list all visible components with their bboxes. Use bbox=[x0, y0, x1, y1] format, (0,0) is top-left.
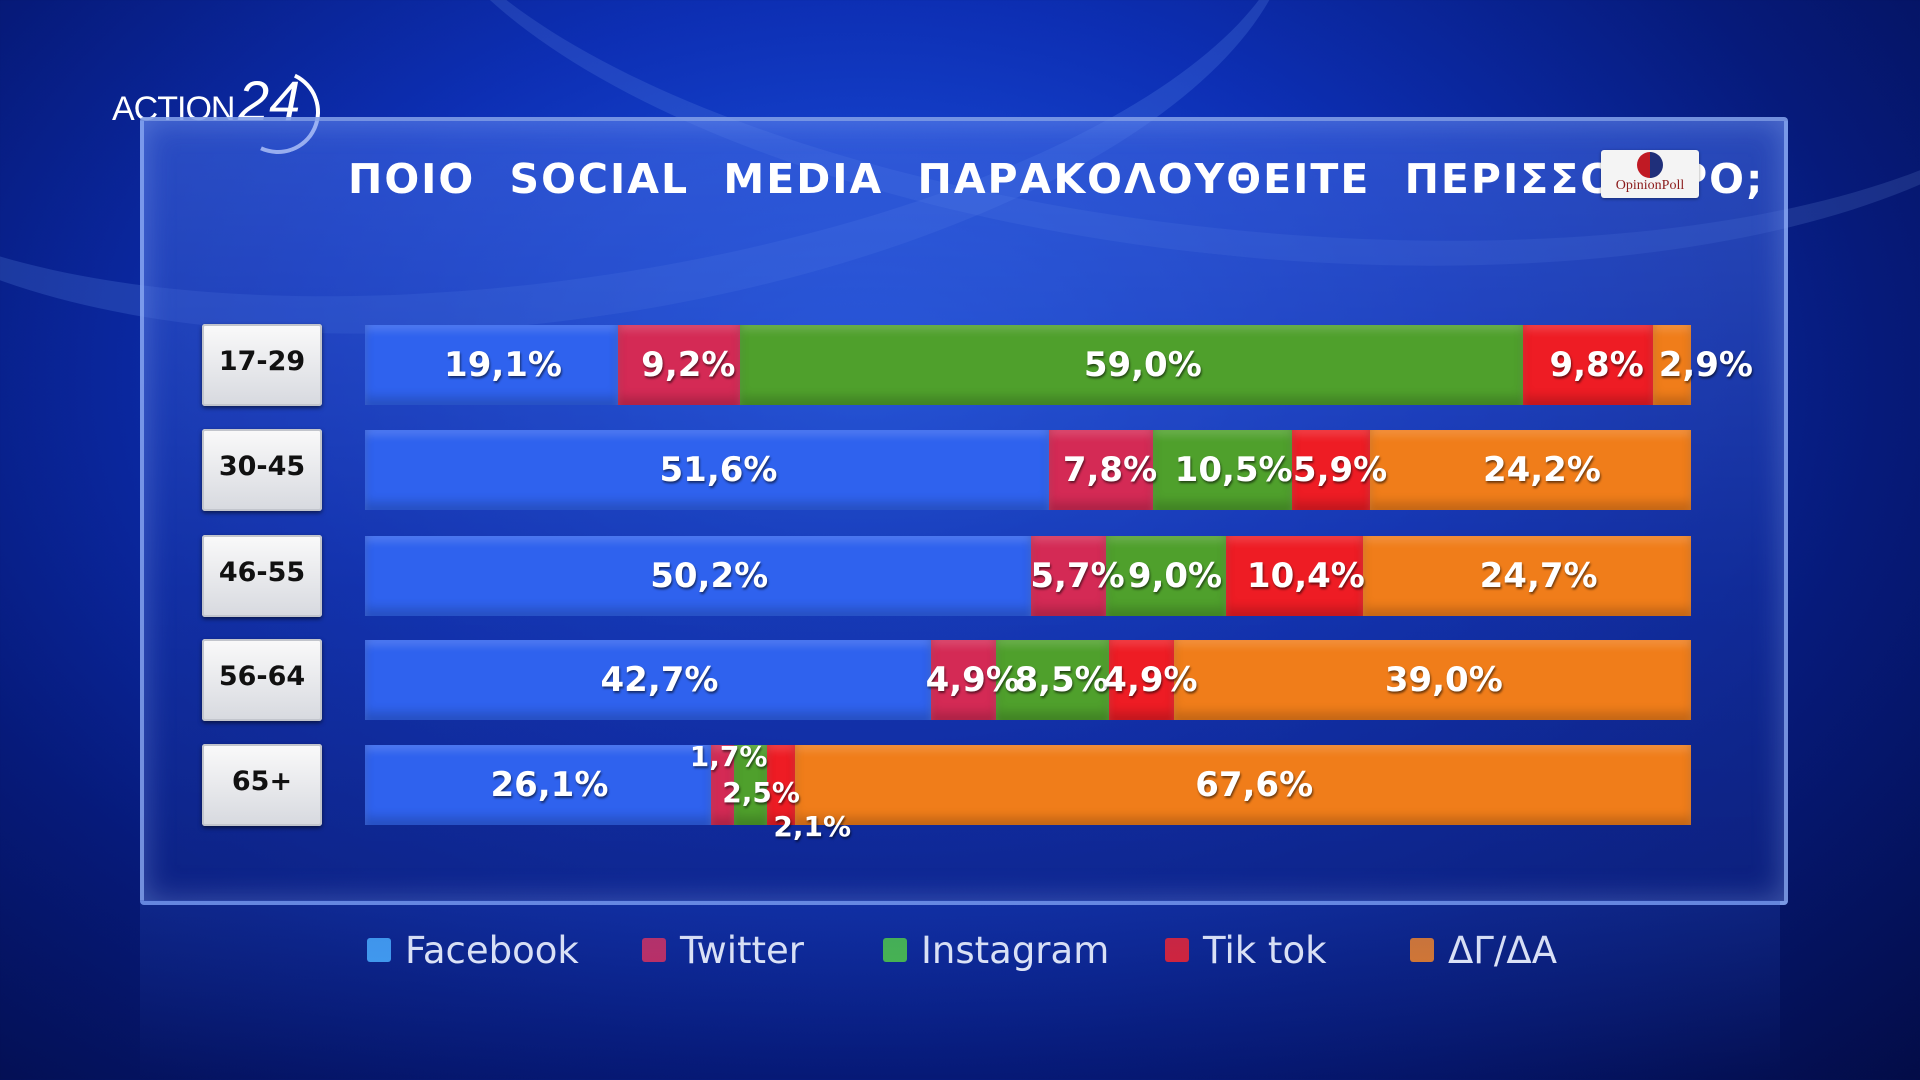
bar-segment-instagram-30-45 bbox=[1152, 430, 1292, 510]
age-group-text: 46-55 bbox=[218, 557, 306, 588]
bar-segment-tik-tok-17-29 bbox=[1522, 325, 1653, 405]
bar-segment-δγ-δα-17-29 bbox=[1652, 325, 1691, 405]
data-label-twitter-17-29: 9,2% bbox=[641, 345, 736, 385]
bar-segment-facebook-65- bbox=[365, 745, 712, 825]
age-group-text: 65+ bbox=[231, 766, 293, 797]
bar-segment-instagram-46-55 bbox=[1106, 536, 1226, 616]
opinionpoll-logo-text: OpinionPoll bbox=[1615, 178, 1685, 193]
legend-swatch bbox=[1410, 938, 1434, 962]
bar-segment-twitter-65- bbox=[711, 745, 734, 825]
age-group-label: 56-64 bbox=[202, 639, 322, 721]
data-label-facebook-65-: 26,1% bbox=[490, 765, 609, 805]
bar-segment-facebook-56-64 bbox=[365, 640, 932, 720]
bar-segment-δγ-δα-56-64 bbox=[1173, 640, 1691, 720]
bar-segment-tik-tok-46-55 bbox=[1225, 536, 1364, 616]
bar-segment-tik-tok-56-64 bbox=[1108, 640, 1174, 720]
data-label-instagram-17-29: 59,0% bbox=[1083, 345, 1202, 385]
bar-segment-twitter-56-64 bbox=[931, 640, 997, 720]
age-group-label: 65+ bbox=[202, 744, 322, 826]
bar-segment-δγ-δα-46-55 bbox=[1363, 536, 1691, 616]
bar-segment-twitter-30-45 bbox=[1049, 430, 1153, 510]
data-label-δγ-δα-46-55: 24,7% bbox=[1479, 556, 1598, 596]
bar-segment-instagram-65- bbox=[733, 745, 767, 825]
age-group-label: 30-45 bbox=[202, 429, 322, 511]
age-group-text: 56-64 bbox=[218, 661, 306, 692]
bar-segment-instagram-17-29 bbox=[740, 325, 1523, 405]
data-label-facebook-17-29: 19,1% bbox=[444, 345, 562, 385]
data-label-δγ-δα-56-64: 39,0% bbox=[1384, 660, 1503, 700]
channel-logo: ACTION 24 bbox=[110, 58, 332, 166]
opinionpoll-logo: OpinionPoll bbox=[1601, 150, 1699, 198]
data-label-facebook-56-64: 42,7% bbox=[600, 660, 719, 700]
age-group-text: 17-29 bbox=[218, 346, 306, 377]
age-group-label: 17-29 bbox=[202, 324, 322, 406]
bar-segment-twitter-17-29 bbox=[618, 325, 741, 405]
data-label-tik-tok-56-64: 4,9% bbox=[1103, 660, 1198, 700]
age-group-label: 46-55 bbox=[202, 535, 322, 617]
legend-swatch bbox=[1165, 938, 1189, 962]
legend-label: Tik tok bbox=[1203, 927, 1327, 975]
bar-segment-tik-tok-65- bbox=[766, 745, 795, 825]
data-label-twitter-56-64: 4,9% bbox=[925, 660, 1020, 700]
bar-segment-δγ-δα-65- bbox=[794, 745, 1691, 825]
legend-label: Instagram bbox=[921, 927, 1109, 975]
data-label-twitter-30-45: 7,8% bbox=[1062, 450, 1158, 490]
data-label-tik-tok-65-: 2,1% bbox=[773, 810, 852, 843]
data-label-δγ-δα-17-29: 2,9% bbox=[1658, 345, 1753, 385]
data-label-instagram-65-: 2,5% bbox=[722, 776, 800, 809]
floor-reflection bbox=[140, 900, 1780, 1080]
legend-label: ΔΓ/ΔΑ bbox=[1448, 927, 1557, 975]
age-group-text: 30-45 bbox=[218, 451, 306, 482]
chart-title: ΠΟΙΟ SOCIAL MEDIA ΠΑΡΑΚΟΛΟΥΘΕΙΤΕ ΠΕΡΙΣΣΟ… bbox=[348, 155, 1765, 203]
data-label-instagram-46-55: 9,0% bbox=[1127, 556, 1223, 596]
bar-segment-facebook-30-45 bbox=[365, 430, 1050, 510]
legend-swatch bbox=[883, 938, 907, 962]
data-label-facebook-30-45: 51,6% bbox=[659, 450, 778, 490]
opinionpoll-circle-icon bbox=[1637, 152, 1663, 178]
bar-segment-twitter-46-55 bbox=[1030, 536, 1107, 616]
bar-segment-facebook-17-29 bbox=[365, 325, 619, 405]
data-label-twitter-46-55: 5,7% bbox=[1030, 556, 1125, 596]
data-label-tik-tok-30-45: 5,9% bbox=[1292, 450, 1388, 490]
bar-segment-facebook-46-55 bbox=[365, 536, 1031, 616]
data-label-facebook-46-55: 50,2% bbox=[650, 556, 769, 596]
legend-swatch bbox=[367, 938, 391, 962]
data-label-tik-tok-17-29: 9,8% bbox=[1549, 345, 1644, 385]
bar-segment-δγ-δα-30-45 bbox=[1370, 430, 1691, 510]
legend-label: Twitter bbox=[680, 927, 804, 975]
data-label-instagram-30-45: 10,5% bbox=[1174, 450, 1293, 490]
data-label-δγ-δα-65-: 67,6% bbox=[1195, 765, 1314, 805]
legend-label: Facebook bbox=[405, 927, 579, 975]
data-label-tik-tok-46-55: 10,4% bbox=[1246, 556, 1365, 596]
legend-swatch bbox=[642, 938, 666, 962]
data-label-instagram-56-64: 8,5% bbox=[1014, 660, 1109, 700]
data-label-δγ-δα-30-45: 24,2% bbox=[1482, 450, 1601, 490]
bar-segment-instagram-56-64 bbox=[996, 640, 1109, 720]
bar-segment-tik-tok-30-45 bbox=[1291, 430, 1371, 510]
data-label-twitter-65-: 1,7% bbox=[689, 740, 768, 773]
